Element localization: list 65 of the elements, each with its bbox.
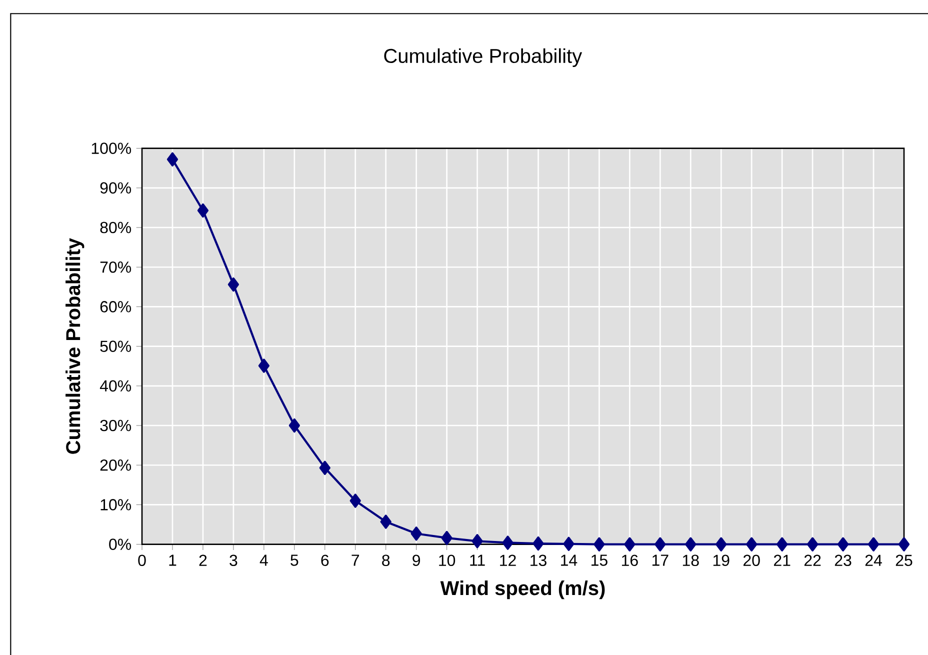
point [654, 537, 666, 552]
x-tick-label: 9 [412, 554, 420, 566]
point [776, 537, 788, 552]
point [350, 494, 361, 508]
x-tick-label: 11 [470, 554, 485, 566]
point [380, 514, 392, 529]
x-tick-label: 18 [682, 554, 699, 566]
point [319, 460, 330, 475]
point [441, 530, 452, 546]
x-tick-label: 0 [138, 554, 146, 566]
y-tick-label: 100% [92, 142, 132, 154]
x-tick-label: 1 [169, 554, 176, 566]
x-tick-label: 5 [290, 554, 298, 566]
point [563, 536, 574, 551]
x-tick-label: 19 [713, 554, 730, 566]
x-tick-label: 8 [382, 554, 390, 566]
point [868, 537, 880, 552]
chart-title: Cumulative Probability [384, 48, 582, 67]
point [746, 537, 758, 552]
x-tick-label: 24 [865, 554, 882, 566]
point [898, 537, 910, 552]
point [258, 358, 270, 373]
point [594, 537, 605, 552]
x-tick-label: 10 [439, 554, 456, 566]
y-tick-label: 80% [100, 222, 132, 234]
y-tick-label: 10% [100, 499, 132, 510]
y-tick-label: 60% [100, 301, 132, 312]
point [716, 537, 727, 552]
x-tick-label: 2 [199, 554, 207, 566]
y-tick-label: 40% [100, 380, 132, 392]
point [288, 418, 300, 433]
x-tick-label: 12 [500, 554, 516, 566]
x-tick-label: 13 [530, 554, 546, 566]
y-tick-label: 90% [100, 182, 132, 194]
x-tick-label: 6 [321, 554, 329, 566]
point [685, 537, 696, 552]
x-axis-title: Wind speed (m/s) [440, 580, 605, 600]
point [228, 277, 240, 292]
x-tick-label: 14 [561, 554, 578, 566]
y-tick-label: 50% [100, 340, 132, 352]
x-tick-label: 16 [622, 554, 638, 566]
x-tick-label: 25 [896, 554, 912, 566]
point [532, 536, 544, 551]
point [472, 534, 483, 548]
point [197, 203, 209, 218]
x-tick-label: 4 [260, 554, 268, 566]
x-tick-label: 3 [230, 554, 238, 566]
point [837, 537, 849, 552]
point [624, 537, 636, 552]
point [410, 526, 422, 541]
point [806, 537, 818, 552]
x-tick-label: 21 [774, 554, 790, 566]
x-tick-label: 7 [352, 554, 360, 566]
y-tick-label: 20% [100, 459, 132, 471]
x-tick-label: 22 [804, 554, 821, 566]
x-tick-label: 17 [652, 554, 668, 566]
x-tick-label: 23 [834, 554, 852, 566]
point [166, 152, 178, 166]
y-axis-title: Cumulative Probability [66, 238, 84, 454]
point [502, 536, 514, 550]
x-tick-label: 20 [744, 554, 760, 566]
x-tick-label: 15 [592, 554, 608, 566]
y-tick-label: 0% [109, 538, 132, 550]
y-tick-label: 70% [100, 261, 132, 273]
y-tick-label: 30% [100, 420, 132, 432]
